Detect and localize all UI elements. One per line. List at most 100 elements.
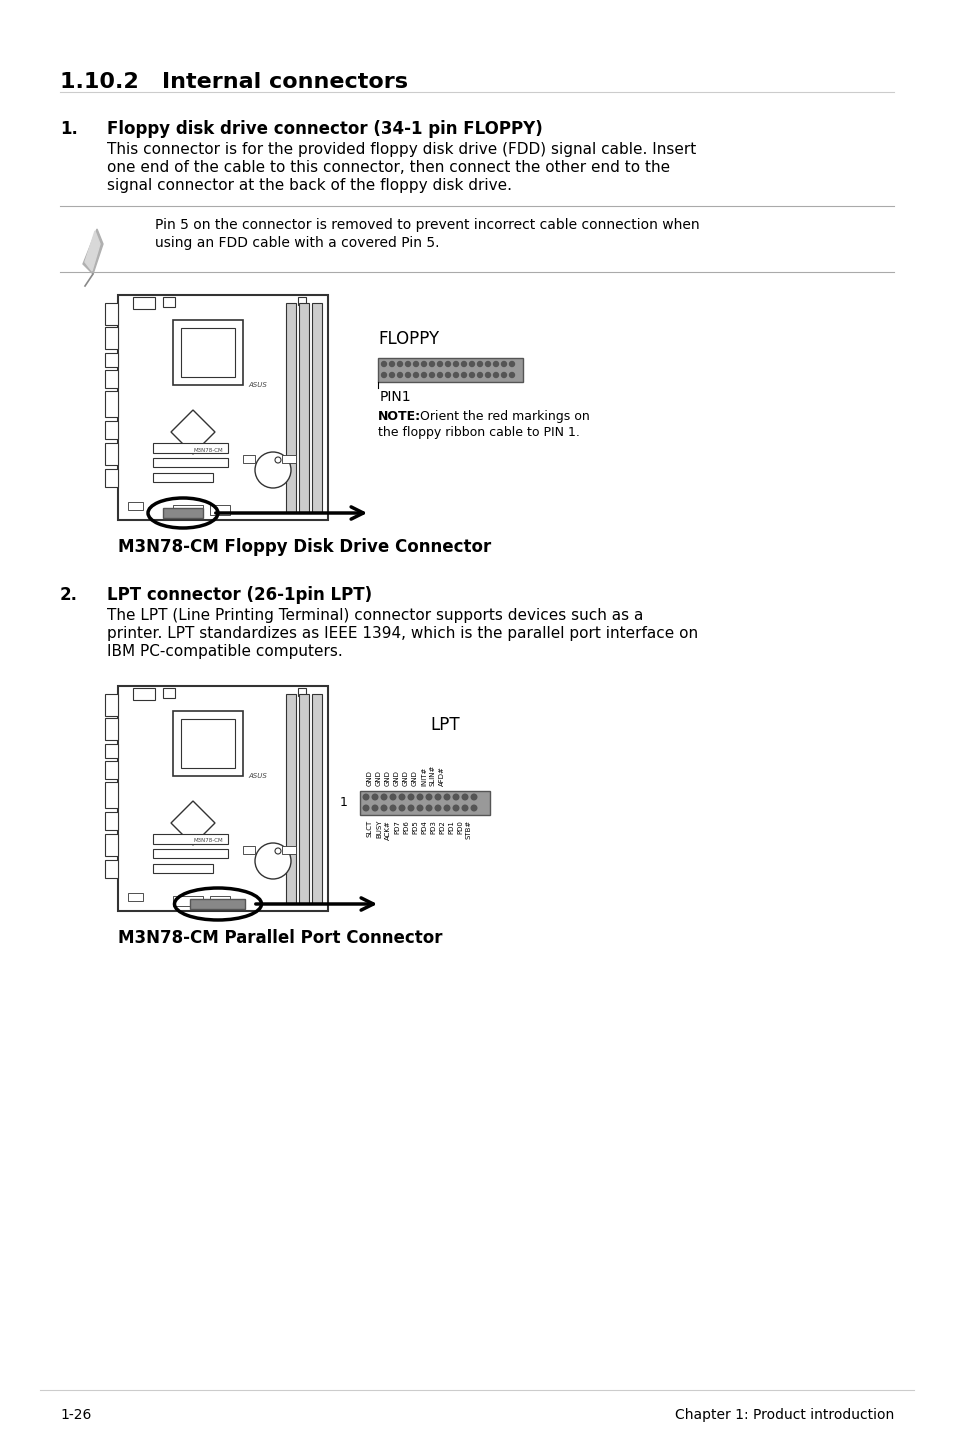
Bar: [210, 896, 230, 906]
Text: 1.10.2   Internal connectors: 1.10.2 Internal connectors: [60, 72, 408, 92]
Bar: [172, 505, 203, 515]
Bar: [132, 687, 154, 700]
Text: PD5: PD5: [412, 820, 417, 834]
Circle shape: [413, 372, 418, 378]
Circle shape: [477, 372, 482, 378]
Text: Chapter 1: Product introduction: Chapter 1: Product introduction: [674, 1408, 893, 1422]
Polygon shape: [83, 229, 103, 275]
Text: PD4: PD4: [420, 820, 427, 834]
Circle shape: [390, 794, 395, 800]
Circle shape: [445, 372, 450, 378]
Circle shape: [413, 361, 418, 367]
Circle shape: [416, 805, 422, 811]
Circle shape: [397, 372, 402, 378]
Text: FLOPPY: FLOPPY: [377, 329, 438, 348]
Circle shape: [381, 805, 386, 811]
Text: Floppy disk drive connector (34-1 pin FLOPPY): Floppy disk drive connector (34-1 pin FL…: [107, 119, 542, 138]
Bar: [105, 421, 118, 439]
Polygon shape: [85, 232, 100, 270]
Bar: [105, 860, 118, 879]
Text: one end of the cable to this connector, then connect the other end to the: one end of the cable to this connector, …: [107, 160, 669, 175]
Text: GND: GND: [402, 771, 409, 787]
Text: ASUS: ASUS: [249, 383, 267, 388]
Text: M3N78-CM Floppy Disk Drive Connector: M3N78-CM Floppy Disk Drive Connector: [118, 538, 491, 557]
Bar: [163, 687, 174, 697]
Circle shape: [426, 794, 432, 800]
Circle shape: [389, 372, 395, 378]
Circle shape: [372, 794, 377, 800]
Polygon shape: [171, 801, 214, 846]
Bar: [181, 328, 234, 377]
Bar: [132, 298, 154, 309]
Circle shape: [444, 805, 449, 811]
Circle shape: [469, 361, 474, 367]
Circle shape: [398, 805, 404, 811]
Circle shape: [461, 805, 467, 811]
Text: PD1: PD1: [448, 820, 454, 834]
Bar: [377, 358, 522, 383]
Bar: [105, 326, 118, 349]
Circle shape: [469, 372, 474, 378]
Bar: [128, 893, 143, 902]
Circle shape: [429, 372, 434, 378]
Bar: [312, 695, 322, 903]
Circle shape: [405, 361, 410, 367]
Text: GND: GND: [394, 771, 399, 787]
Bar: [172, 321, 243, 385]
Text: GND: GND: [412, 771, 417, 787]
Bar: [105, 812, 118, 830]
Bar: [163, 508, 203, 518]
Circle shape: [453, 805, 458, 811]
Circle shape: [372, 805, 377, 811]
Circle shape: [274, 457, 281, 463]
Circle shape: [408, 794, 414, 800]
Bar: [359, 791, 490, 815]
Bar: [105, 743, 118, 758]
Circle shape: [426, 805, 432, 811]
Text: BUSY: BUSY: [375, 820, 381, 838]
Circle shape: [405, 372, 410, 378]
Circle shape: [437, 372, 442, 378]
Circle shape: [363, 794, 369, 800]
Text: GND: GND: [375, 771, 381, 787]
Circle shape: [493, 372, 498, 378]
Bar: [312, 303, 322, 512]
Bar: [152, 848, 228, 858]
Bar: [105, 782, 118, 808]
Circle shape: [408, 805, 414, 811]
Text: M3N78-CM: M3N78-CM: [193, 447, 223, 453]
Text: M3N78-CM Parallel Port Connector: M3N78-CM Parallel Port Connector: [118, 929, 442, 948]
Circle shape: [509, 372, 514, 378]
Bar: [172, 710, 243, 777]
Text: LPT connector (26-1pin LPT): LPT connector (26-1pin LPT): [107, 587, 372, 604]
Circle shape: [363, 805, 369, 811]
Circle shape: [461, 372, 466, 378]
Text: PD3: PD3: [430, 820, 436, 834]
Text: Orient the red markings on: Orient the red markings on: [416, 410, 589, 423]
Bar: [152, 473, 213, 482]
Text: IBM PC-compatible computers.: IBM PC-compatible computers.: [107, 644, 342, 659]
Circle shape: [274, 848, 281, 854]
Text: GND: GND: [385, 771, 391, 787]
Bar: [286, 695, 295, 903]
Bar: [181, 719, 234, 768]
Bar: [163, 298, 174, 306]
Text: The LPT (Line Printing Terminal) connector supports devices such as a: The LPT (Line Printing Terminal) connect…: [107, 608, 642, 623]
Bar: [105, 695, 118, 716]
Circle shape: [429, 361, 434, 367]
Text: PIN1: PIN1: [379, 390, 411, 404]
Text: ACK#: ACK#: [385, 820, 391, 840]
Bar: [298, 303, 309, 512]
Bar: [243, 454, 254, 463]
Circle shape: [381, 361, 386, 367]
Text: SLIN#: SLIN#: [430, 765, 436, 787]
Circle shape: [444, 794, 449, 800]
Bar: [105, 469, 118, 487]
Circle shape: [485, 361, 490, 367]
Circle shape: [435, 794, 440, 800]
Text: ASUS: ASUS: [249, 774, 267, 779]
Circle shape: [437, 361, 442, 367]
Bar: [152, 443, 228, 453]
Circle shape: [254, 843, 291, 879]
Circle shape: [398, 794, 404, 800]
